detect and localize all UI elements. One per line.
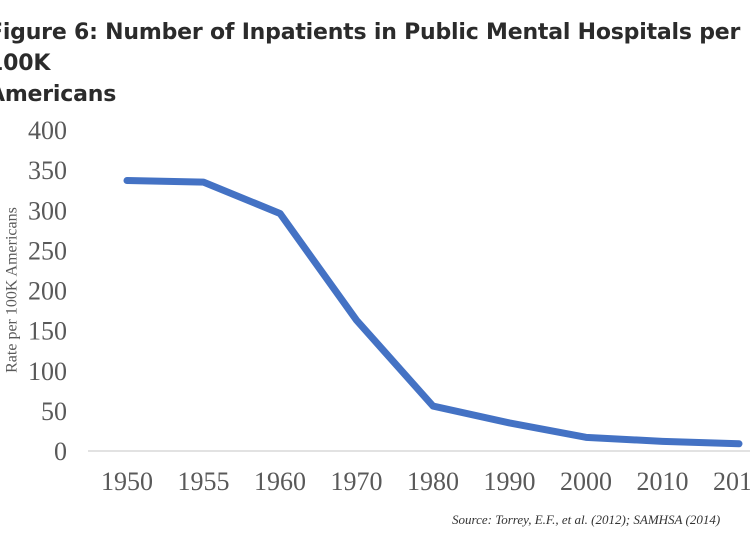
x-tick-label: 1980	[407, 467, 459, 496]
y-tick-label: 250	[28, 236, 67, 265]
x-tick-label: 2000	[560, 467, 612, 496]
y-tick-label: 350	[28, 156, 67, 185]
y-tick-label: 400	[28, 116, 67, 145]
y-tick-label: 0	[54, 437, 67, 466]
x-tick-label: 1970	[331, 467, 383, 496]
x-tick-label: 2014	[713, 467, 750, 496]
x-tick-label: 1960	[254, 467, 306, 496]
y-tick-label: 100	[28, 357, 67, 386]
x-tick-label: 1950	[101, 467, 153, 496]
y-axis-ticks: 0 50 100 150 200 250 300 350 400	[28, 116, 67, 466]
y-tick-label: 150	[28, 317, 67, 346]
series-line	[123, 177, 743, 448]
x-tick-label: 2010	[637, 467, 689, 496]
x-tick-label: 1955	[178, 467, 230, 496]
chart-title: Figure 6: Number of Inpatients in Public…	[0, 20, 741, 107]
y-axis-label: Rate per 100K Americans	[4, 207, 21, 373]
x-tick-label: 1990	[484, 467, 536, 496]
x-axis-ticks: 1950 1955 1960 1970 1980 1990 2000 2010 2014	[101, 467, 750, 496]
y-tick-label: 300	[28, 196, 67, 225]
y-tick-label: 50	[41, 397, 67, 426]
source-note: Source: Torrey, E.F., et al. (2012); SAM…	[452, 512, 721, 527]
y-tick-label: 200	[28, 277, 67, 306]
